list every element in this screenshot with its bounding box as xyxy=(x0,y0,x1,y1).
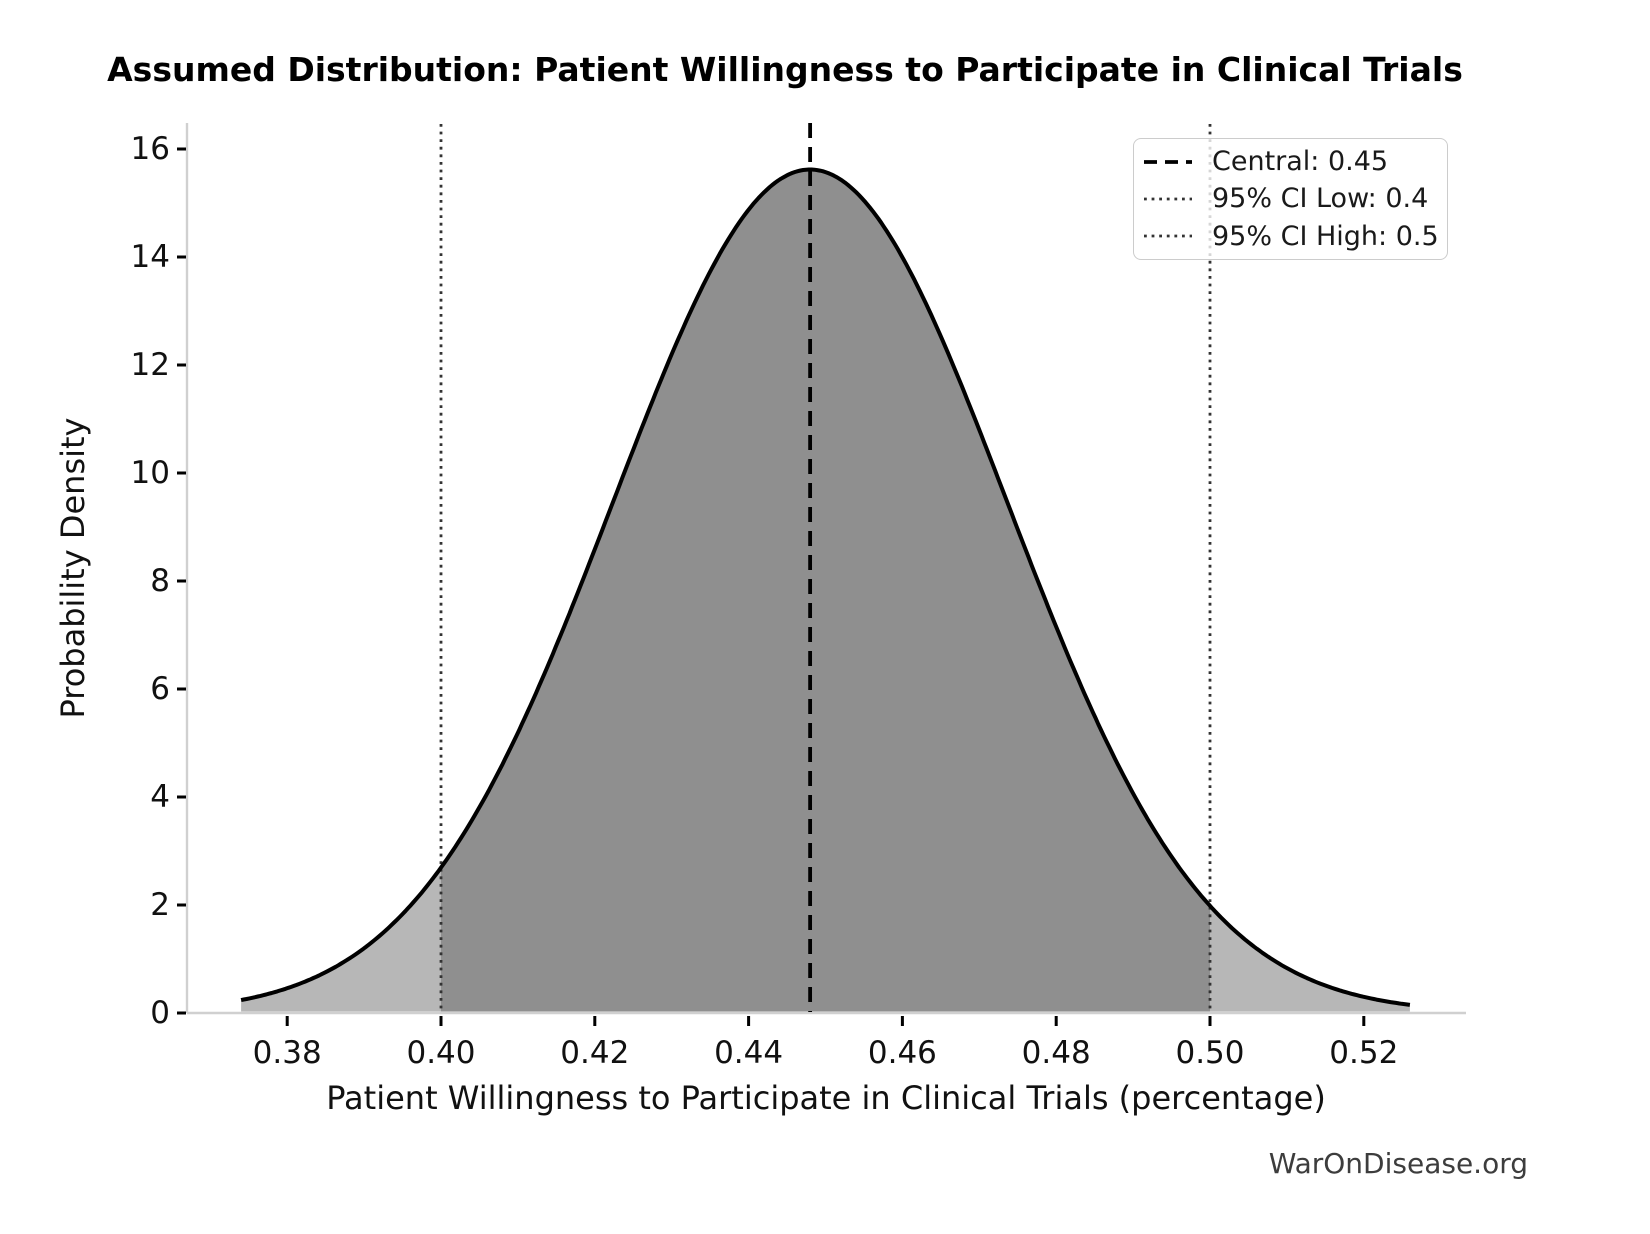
chart-title: Assumed Distribution: Patient Willingnes… xyxy=(107,50,1463,89)
x-tick-label: 0.52 xyxy=(1329,1035,1399,1071)
x-tick-label: 0.40 xyxy=(406,1035,476,1071)
y-tick-label: 12 xyxy=(130,347,170,383)
y-tick-label: 4 xyxy=(150,779,170,815)
y-tick-label: 6 xyxy=(150,671,170,707)
y-tick-label: 16 xyxy=(130,131,170,167)
y-tick-label: 10 xyxy=(130,455,170,491)
legend-label-ci-high: 95% CI High: 0.5 xyxy=(1212,220,1439,252)
dashed-line-sample-icon xyxy=(1144,159,1192,164)
y-tick-label: 14 xyxy=(130,239,170,275)
y-tick-label: 0 xyxy=(150,995,170,1031)
legend-item-ci-low: 95% CI Low: 0.4 xyxy=(1144,180,1437,217)
y-axis-label: Probability Density xyxy=(54,417,92,719)
x-tick-label: 0.44 xyxy=(714,1035,784,1071)
x-tick-label: 0.46 xyxy=(867,1035,937,1071)
density-area-ci-band xyxy=(441,169,1210,1012)
x-tick-label: 0.48 xyxy=(1021,1035,1091,1071)
x-axis-label: Patient Willingness to Participate in Cl… xyxy=(326,1079,1326,1117)
y-tick-label: 2 xyxy=(150,887,170,923)
x-tick-label: 0.50 xyxy=(1175,1035,1245,1071)
x-tick-label: 0.42 xyxy=(560,1035,630,1071)
legend-box: Central: 0.45 95% CI Low: 0.4 95% CI Hig… xyxy=(1133,138,1448,260)
dotted-line-sample-icon xyxy=(1144,197,1192,201)
density-curve xyxy=(240,167,1411,1007)
x-tick-label: 0.38 xyxy=(252,1035,322,1071)
y-tick-label: 8 xyxy=(150,563,170,599)
watermark: WarOnDisease.org xyxy=(1268,1147,1528,1180)
legend-label-central: Central: 0.45 xyxy=(1212,146,1389,178)
legend-label-ci-low: 95% CI Low: 0.4 xyxy=(1212,183,1429,215)
dotted-line-sample-icon xyxy=(1144,234,1192,238)
legend-item-central: Central: 0.45 xyxy=(1144,143,1437,180)
legend-item-ci-high: 95% CI High: 0.5 xyxy=(1144,218,1439,255)
